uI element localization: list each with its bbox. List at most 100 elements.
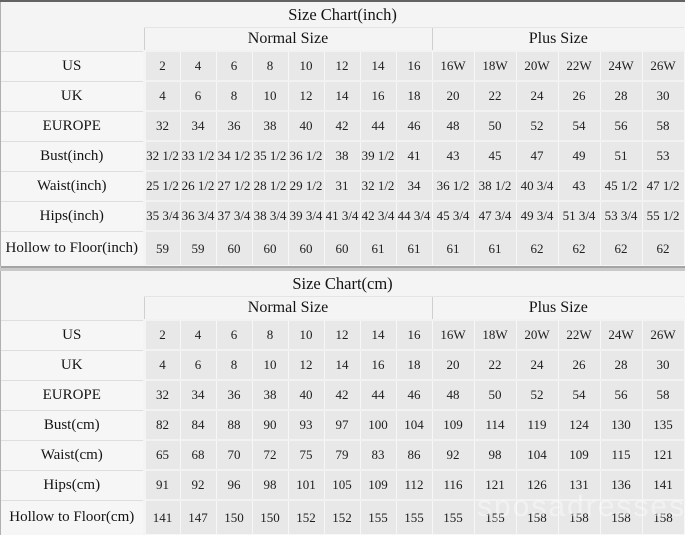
size-cell: 47 1/2 (641, 170, 685, 202)
size-cell: 141 (142, 499, 181, 535)
size-cell: 36 1/2 (287, 140, 325, 172)
table-row: Hollow to Floor(inch) 59 59 60 60 60 60 61 61 61 6… (1, 230, 685, 266)
row-label: Waist(cm) (1, 439, 144, 470)
size-cell: 24 (515, 349, 559, 381)
table-row: UK 4 6 8 10 12 14 16 18 20 22 24 26 28 30 (1, 80, 685, 112)
size-cell: 22 (473, 349, 517, 381)
size-cell: 119 (515, 409, 559, 441)
row-label: Waist(inch) (1, 170, 144, 201)
table-row: Waist(cm) 65 68 70 72 75 79 83 86 92 98 104 109 115 12… (1, 439, 685, 471)
size-cell: 116 (431, 469, 475, 501)
row-label: Hips(inch) (1, 200, 144, 231)
size-cell: 101 (287, 469, 325, 501)
size-cell: 42 (323, 110, 361, 142)
size-cell: 20 (431, 349, 475, 381)
size-cell: 126 (515, 469, 559, 501)
size-cell: 93 (287, 409, 325, 441)
size-cell: 14 (323, 80, 361, 112)
size-cell: 16W (431, 50, 475, 82)
size-cell: 45 (473, 140, 517, 172)
size-cell: 4 (179, 319, 217, 351)
size-cell: 59 (179, 230, 217, 266)
size-cell: 8 (215, 349, 253, 381)
size-cell: 10 (287, 319, 325, 351)
size-cell: 18W (473, 50, 517, 82)
size-cell: 14 (359, 50, 397, 82)
size-cell: 150 (251, 499, 289, 535)
size-cell: 28 (599, 349, 643, 381)
row-label: Bust(inch) (1, 140, 144, 171)
table-row: UK 4 6 8 10 12 14 16 18 20 22 24 26 28 30 (1, 349, 685, 381)
size-cell: 158 (557, 499, 601, 535)
size-cell: 130 (599, 409, 643, 441)
size-cell: 84 (179, 409, 217, 441)
table-row: Hips(inch) 35 3/4 36 3/4 37 3/4 38 3/4 39 3/4… (1, 200, 685, 232)
size-cell: 12 (323, 319, 361, 351)
size-cell: 30 (641, 80, 685, 112)
size-cell: 92 (179, 469, 217, 501)
size-cell: 10 (251, 349, 289, 381)
size-cell: 91 (142, 469, 181, 501)
size-cell: 33 1/2 (179, 140, 217, 172)
size-cell: 28 1/2 (251, 170, 289, 202)
size-cell: 32 1/2 (142, 140, 181, 172)
size-cell: 32 1/2 (359, 170, 397, 202)
size-cell: 152 (323, 499, 361, 535)
size-cell: 47 3/4 (473, 200, 517, 232)
size-cell: 6 (179, 349, 217, 381)
size-cell: 109 (557, 439, 601, 471)
image-top-border (0, 0, 685, 2)
size-cell: 51 (599, 140, 643, 172)
row-label: UK (1, 349, 144, 380)
size-cell: 158 (599, 499, 643, 535)
size-cell: 60 (215, 230, 253, 266)
size-cell: 22W (557, 319, 601, 351)
table-title: Size Chart(cm) (1, 271, 685, 297)
size-cell: 2 (142, 319, 181, 351)
size-cell: 61 (359, 230, 397, 266)
size-cell: 55 1/2 (641, 200, 685, 232)
size-cell: 53 (641, 140, 685, 172)
size-chart-inch-table: Size Chart(inch) Normal Size Plus Size US 2 4… (1, 2, 685, 266)
size-cell: 10 (251, 80, 289, 112)
size-cell: 14 (359, 319, 397, 351)
group-header: Plus Size (431, 296, 685, 321)
table-row: Waist(inch) 25 1/2 26 1/2 27 1/2 28 1/2 29 1/… (1, 170, 685, 202)
size-cell: 4 (179, 50, 217, 82)
table-row: US 2 4 6 8 10 12 14 16 16W 18W 20W 22W 24W 26W (1, 50, 685, 82)
size-cell: 150 (215, 499, 253, 535)
size-cell: 152 (287, 499, 325, 535)
size-cell: 39 1/2 (359, 140, 397, 172)
row-label: EUROPE (1, 110, 144, 141)
size-cell: 40 3/4 (515, 170, 559, 202)
size-cell: 104 (515, 439, 559, 471)
corner-cell (1, 27, 144, 51)
size-cell: 96 (215, 469, 253, 501)
size-cell: 16W (431, 319, 475, 351)
size-cell: 48 (431, 110, 475, 142)
size-cell: 48 (431, 379, 475, 411)
size-cell: 65 (142, 439, 181, 471)
size-cell: 8 (251, 50, 289, 82)
size-cell: 52 (515, 110, 559, 142)
size-cell: 60 (251, 230, 289, 266)
size-cell: 56 (599, 379, 643, 411)
size-cell: 59 (142, 230, 181, 266)
size-cell: 38 1/2 (473, 170, 517, 202)
size-cell: 43 (557, 170, 601, 202)
row-label: UK (1, 80, 144, 111)
size-cell: 109 (431, 409, 475, 441)
size-cell: 29 1/2 (287, 170, 325, 202)
table-row: Hips(cm) 91 92 96 98 101 105 109 112 116 121 126 131… (1, 469, 685, 501)
size-cell: 12 (287, 80, 325, 112)
size-cell: 35 3/4 (142, 200, 181, 232)
size-cell: 54 (557, 379, 601, 411)
size-cell: 62 (515, 230, 559, 266)
corner-cell (1, 296, 144, 320)
size-cell: 92 (431, 439, 475, 471)
size-cell: 8 (215, 80, 253, 112)
size-cell: 109 (359, 469, 397, 501)
size-cell: 115 (599, 439, 643, 471)
size-cell: 62 (641, 230, 685, 266)
group-header: Normal Size (143, 27, 432, 52)
